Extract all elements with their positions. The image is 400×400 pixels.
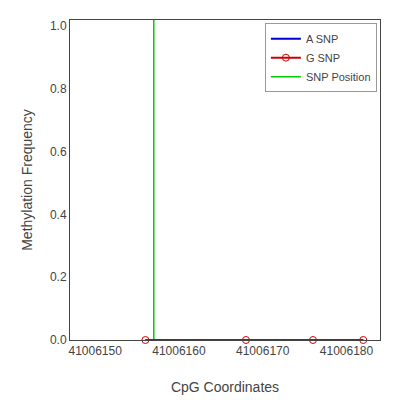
svg-text:0.0: 0.0 (50, 333, 67, 347)
svg-text:0.4: 0.4 (50, 208, 67, 222)
svg-text:CpG Coordinates: CpG Coordinates (171, 379, 279, 395)
svg-text:0.8: 0.8 (50, 82, 67, 96)
svg-text:41006160: 41006160 (152, 344, 206, 358)
svg-text:A SNP: A SNP (306, 33, 338, 45)
svg-text:G SNP: G SNP (306, 52, 340, 64)
svg-text:41006150: 41006150 (68, 344, 122, 358)
svg-text:1.0: 1.0 (50, 19, 67, 33)
svg-text:0.2: 0.2 (50, 270, 67, 284)
svg-text:0.6: 0.6 (50, 145, 67, 159)
svg-text:41006170: 41006170 (236, 344, 290, 358)
svg-text:SNP Position: SNP Position (306, 71, 371, 83)
svg-text:Methylation Frequency: Methylation Frequency (19, 109, 35, 251)
svg-text:41006180: 41006180 (320, 344, 374, 358)
